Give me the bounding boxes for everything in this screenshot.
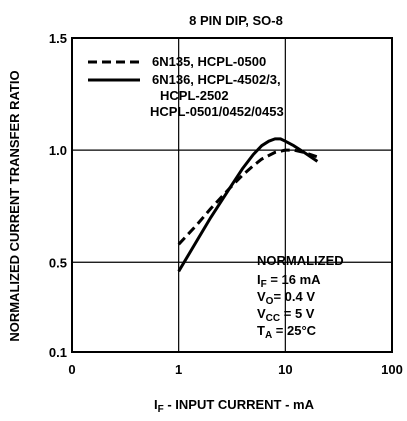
annotation-line: TA = 25°C	[257, 323, 317, 341]
y-tick-label: 0.1	[49, 345, 67, 360]
annotation-value: = 0.4 V	[273, 289, 315, 304]
legend-label: HCPL-2502	[160, 88, 229, 103]
annotation-value: = 25°C	[272, 323, 316, 338]
x-axis-label-symbol: I	[154, 397, 158, 412]
grid	[72, 38, 392, 352]
annotation-symbol: T	[257, 323, 265, 338]
annotation-subscript: F	[261, 279, 267, 290]
annotation-value: = 16 mA	[267, 272, 321, 287]
annotation-line: IF = 16 mA	[257, 272, 321, 290]
annotation-symbol: V	[257, 289, 266, 304]
x-axis-label-subscript: F	[158, 404, 164, 415]
x-tick-label: 1	[175, 362, 182, 377]
annotation-line: VCC = 5 V	[257, 306, 315, 324]
legend-label: HCPL-0501/0452/0453	[150, 104, 284, 119]
y-axis-label: NORMALIZED CURRENT TRANSFER RATIO	[7, 70, 22, 341]
legend-label: 6N136, HCPL-4502/3,	[152, 72, 281, 87]
series-lines	[177, 137, 319, 273]
plot-border	[71, 37, 393, 353]
annotation-value: = 5 V	[280, 306, 315, 321]
annotation-subscript: O	[266, 296, 274, 307]
annotation-line: VO= 0.4 V	[257, 289, 315, 307]
annotation-symbol: V	[257, 306, 266, 321]
plot-frame	[71, 37, 393, 353]
annotation-subscript: CC	[266, 313, 280, 324]
x-axis-label-text: - INPUT CURRENT - mA	[164, 397, 315, 412]
series-line-dashed	[177, 148, 318, 246]
x-axis-label: IF - INPUT CURRENT - mA	[154, 397, 315, 415]
y-tick-label: 1.0	[49, 143, 67, 158]
legend-label: 6N135, HCPL-0500	[152, 54, 266, 69]
chart-title: 8 PIN DIP, SO-8	[189, 13, 283, 28]
x-tick-label: 0	[68, 362, 75, 377]
series-line-solid	[177, 137, 319, 273]
y-tick-label: 0.5	[49, 255, 67, 270]
x-tick-label: 100	[381, 362, 403, 377]
annotation-subscript: A	[265, 330, 272, 341]
y-tick-label: 1.5	[49, 31, 67, 46]
annotation-symbol: I	[257, 272, 261, 287]
annotation-heading: NORMALIZED	[257, 253, 344, 268]
x-tick-label: 10	[278, 362, 292, 377]
tick-labels: 0 1 10 100 0.1 0.5 1.0 1.5	[49, 31, 403, 377]
